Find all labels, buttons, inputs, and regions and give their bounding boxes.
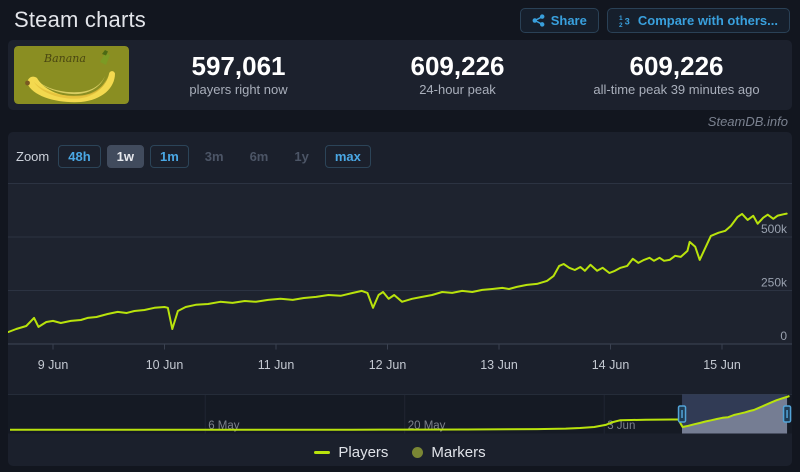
stat-current-players: 597,061 players right now	[129, 50, 348, 98]
stats-panel: Banana 597,061 players right now 609,226…	[8, 40, 792, 110]
app-capsule[interactable]: Banana	[14, 46, 129, 104]
x-axis-label: 11 Jun	[258, 358, 295, 372]
compare-button-label: Compare with others...	[637, 12, 778, 28]
zoom-6m-button: 6m	[240, 145, 279, 168]
zoom-1w-button[interactable]: 1w	[106, 145, 144, 168]
x-axis-label: 9 Jun	[38, 358, 69, 372]
page-title: Steam charts	[14, 7, 147, 32]
x-axis-label: 14 Jun	[592, 358, 630, 372]
stat-alltime-peak: 609,226 all-time peak 39 minutes ago	[567, 50, 786, 98]
top-bar: Steam charts Share 1 2 3 Compare with ot…	[0, 0, 800, 38]
players-line-swatch	[314, 451, 331, 454]
steamdb-watermark: SteamDB.info	[707, 114, 788, 129]
x-axis-label: 15 Jun	[703, 358, 741, 372]
current-players-label: players right now	[189, 82, 288, 98]
banana-body	[27, 71, 115, 103]
zoom-max-button[interactable]: max	[324, 145, 371, 168]
zoom-1y-button: 1y	[284, 145, 318, 168]
svg-text:1: 1	[619, 15, 623, 22]
navigator-left-handle[interactable]	[677, 405, 687, 423]
x-axis-label: 10 Jun	[146, 358, 184, 372]
zoom-label: Zoom	[16, 149, 50, 164]
current-players-value: 597,061	[191, 50, 286, 81]
legend-item-players[interactable]: Players	[314, 444, 388, 461]
app-capsule-title: Banana	[43, 52, 86, 65]
x-axis-label: 13 Jun	[480, 358, 518, 372]
share-button[interactable]: Share	[519, 7, 599, 33]
banana-stem	[100, 53, 110, 65]
stats-row: 597,061 players right now 609,226 24-hou…	[129, 50, 786, 98]
watermark-row: SteamDB.info	[0, 110, 800, 132]
y-axis-label: 0	[780, 329, 787, 343]
y-axis-label: 250k	[761, 276, 788, 290]
x-axis-label: 12 Jun	[369, 358, 407, 372]
plot-background	[8, 184, 792, 345]
compare-button[interactable]: 1 2 3 Compare with others...	[606, 7, 790, 33]
svg-text:3: 3	[624, 16, 629, 26]
navigator-mask-left	[8, 394, 683, 434]
zoom-controls: Zoom 48h 1w 1m 3m 6m 1y max	[8, 132, 792, 168]
zoom-1m-button[interactable]: 1m	[149, 145, 189, 168]
share-icon	[532, 13, 545, 27]
zoom-3m-button: 3m	[195, 145, 234, 168]
zoom-48h-button[interactable]: 48h	[58, 145, 101, 168]
chart-panel: 500k 250k 0 9 Jun 10 Jun 11 Jun 12 Jun 13 Jun 14…	[8, 132, 792, 466]
y-axis-label: 500k	[761, 222, 788, 236]
players-chart[interactable]: 500k 250k 0 9 Jun 10 Jun 11 Jun 12 Jun 13 Jun 14…	[8, 132, 792, 466]
alltime-peak-value: 609,226	[629, 50, 724, 81]
legend-item-markers[interactable]: Markers	[412, 444, 486, 461]
legend-markers-label: Markers	[431, 444, 486, 461]
navigator-series-line	[10, 395, 790, 431]
alltime-peak-label: all-time peak 39 minutes ago	[593, 82, 760, 98]
banana-capsule-image: Banana	[14, 46, 129, 104]
stat-24h-peak: 609,226 24-hour peak	[348, 50, 567, 98]
share-button-label: Share	[550, 12, 587, 28]
markers-dot-swatch	[412, 447, 424, 458]
chart-legend: Players Markers	[8, 444, 792, 461]
peak-24h-label: 24-hour peak	[419, 82, 496, 98]
navigator-date-label: 3 Jun	[607, 420, 635, 432]
topbar-buttons: Share 1 2 3 Compare with others...	[519, 7, 790, 33]
sort-numeric-icon: 1 2 3	[619, 15, 630, 27]
players-series-line	[8, 212, 788, 333]
svg-text:2: 2	[619, 22, 623, 27]
peak-24h-value: 609,226	[410, 50, 505, 81]
navigator-right-handle[interactable]	[782, 405, 792, 423]
legend-players-label: Players	[338, 444, 389, 461]
